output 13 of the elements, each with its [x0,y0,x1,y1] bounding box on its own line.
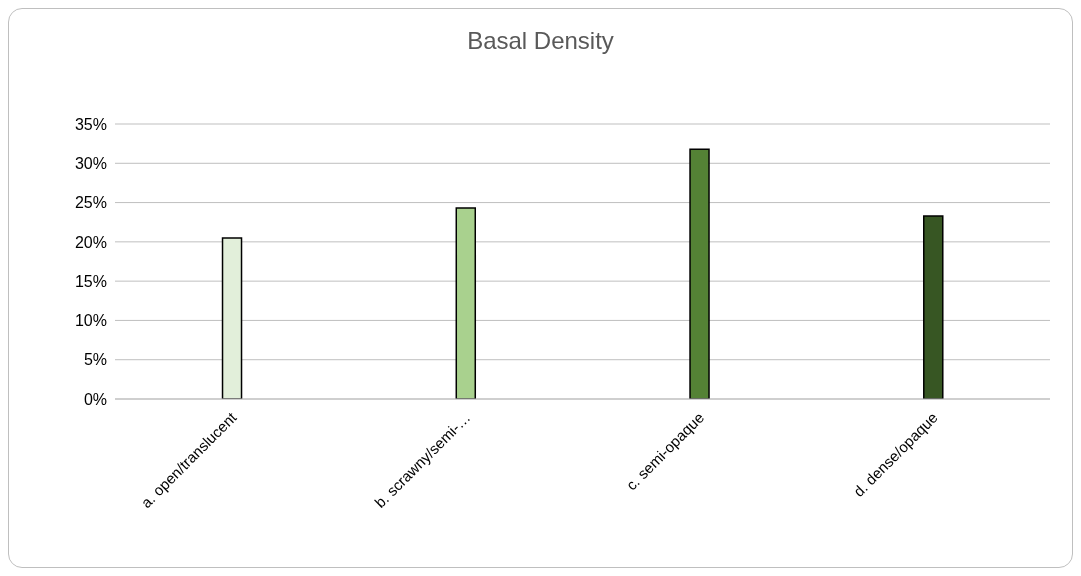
bar [455,207,477,399]
y-tick-label: 10% [74,312,107,330]
y-tick-label: 20% [74,233,107,251]
y-tick-label: 35% [74,115,107,133]
y-tick-label: 25% [74,194,107,212]
y-tick-label: 5% [83,351,107,369]
bar [923,215,944,399]
y-tick-label: 15% [74,272,107,290]
y-tick-label: 30% [74,154,107,172]
bar [221,237,243,399]
bar [689,148,710,399]
y-tick-label: 0% [83,390,107,408]
chart-title: Basal Density [466,27,615,55]
